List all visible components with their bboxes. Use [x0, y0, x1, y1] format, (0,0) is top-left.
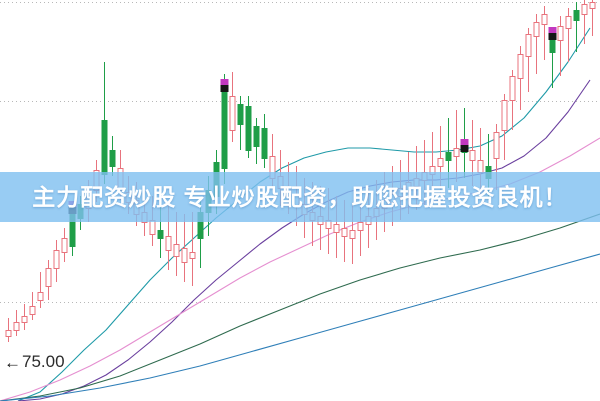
chart-gridlines — [0, 2, 600, 303]
promo-banner: 主力配资炒股 专业炒股配资，助您把握投资良机！ — [0, 172, 600, 222]
price-marker-value: 75.00 — [22, 352, 65, 371]
promo-banner-text: 主力配资炒股 专业炒股配资，助您把握投资良机！ — [32, 183, 568, 210]
left-arrow-icon: ← — [4, 352, 21, 372]
price-marker-label: ← 75.00 — [4, 352, 65, 372]
candlestick-series — [5, 0, 596, 342]
